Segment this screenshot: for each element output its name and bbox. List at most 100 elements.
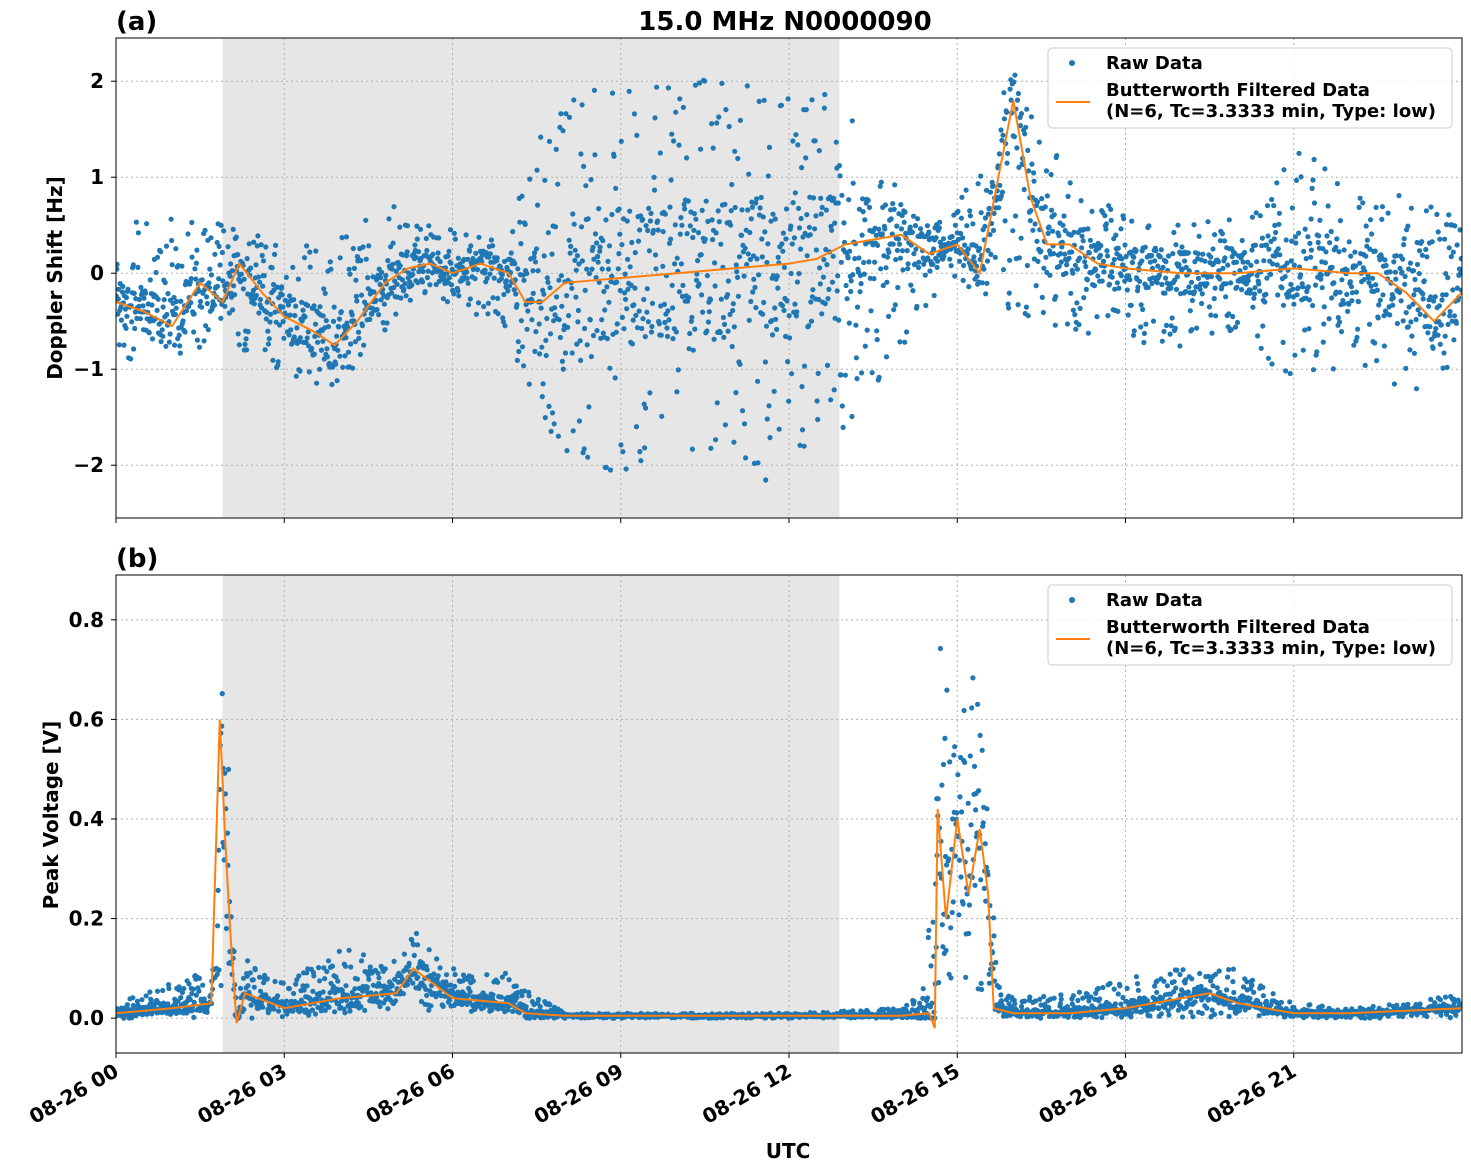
raw-data-point — [609, 90, 616, 96]
raw-data-point — [1005, 150, 1011, 157]
raw-data-point — [696, 281, 702, 287]
raw-data-point — [1158, 247, 1164, 253]
raw-data-point — [765, 173, 771, 179]
y-axis-label-a: Doppler Shift [Hz] — [43, 176, 67, 380]
raw-data-point — [524, 326, 530, 332]
raw-data-point — [606, 243, 613, 249]
raw-data-point — [725, 328, 731, 334]
raw-data-point — [1216, 268, 1222, 274]
y-tick-label-a: 1 — [90, 165, 104, 189]
raw-data-point — [1325, 203, 1331, 209]
raw-data-point — [1010, 228, 1016, 234]
raw-data-point — [1362, 362, 1368, 368]
raw-data-point — [1139, 258, 1145, 264]
raw-data-point — [714, 120, 720, 126]
raw-data-point — [1118, 226, 1124, 232]
raw-data-point — [613, 329, 619, 335]
raw-data-point — [196, 344, 203, 350]
raw-data-point — [128, 356, 134, 362]
raw-data-point — [464, 269, 470, 275]
raw-data-point — [191, 329, 197, 335]
raw-data-point — [869, 370, 875, 376]
raw-data-point — [1254, 259, 1260, 265]
raw-data-point — [1041, 265, 1047, 271]
raw-data-point — [866, 204, 873, 210]
raw-data-point — [966, 902, 973, 908]
raw-data-point — [294, 325, 300, 331]
raw-data-point — [897, 339, 903, 345]
raw-data-point — [809, 97, 815, 103]
raw-data-point — [1028, 114, 1034, 120]
raw-data-point — [578, 357, 584, 363]
raw-data-point — [546, 138, 553, 144]
raw-data-point — [270, 281, 277, 288]
raw-data-point — [411, 942, 417, 948]
raw-data-point — [616, 206, 622, 212]
raw-data-point — [983, 898, 989, 904]
raw-data-point — [1280, 302, 1287, 308]
raw-data-point — [1079, 233, 1085, 239]
raw-data-point — [1345, 308, 1351, 314]
raw-data-point — [502, 323, 508, 329]
raw-data-point — [1397, 289, 1403, 295]
raw-data-point — [173, 305, 179, 311]
raw-data-point — [1036, 139, 1042, 145]
raw-data-point — [375, 970, 381, 976]
raw-data-point — [1023, 304, 1029, 310]
raw-data-point — [1321, 321, 1327, 327]
raw-data-point — [716, 219, 722, 225]
raw-data-point — [296, 973, 302, 979]
raw-data-point — [878, 179, 884, 185]
raw-data-point — [933, 235, 939, 241]
raw-data-point — [587, 317, 593, 323]
raw-data-point — [263, 992, 269, 998]
raw-data-point — [1436, 303, 1442, 309]
raw-data-point — [790, 200, 796, 206]
raw-data-point — [1183, 264, 1189, 270]
raw-data-point — [339, 998, 345, 1004]
raw-data-point — [160, 333, 166, 339]
raw-data-point — [1252, 285, 1258, 291]
raw-data-point — [1021, 186, 1027, 193]
raw-data-point — [710, 237, 716, 243]
raw-data-point — [671, 138, 677, 144]
raw-data-point — [215, 923, 221, 929]
raw-data-point — [264, 976, 270, 982]
raw-data-point — [288, 327, 294, 333]
raw-data-point — [1048, 171, 1054, 178]
raw-data-point — [250, 287, 256, 293]
raw-data-point — [1385, 210, 1391, 216]
raw-data-point — [414, 223, 420, 229]
raw-data-point — [552, 305, 558, 311]
raw-data-point — [1435, 229, 1441, 235]
raw-data-point — [287, 312, 293, 318]
raw-data-point — [1257, 1001, 1263, 1007]
raw-data-point — [192, 266, 198, 272]
raw-data-point — [940, 761, 947, 768]
raw-data-point — [560, 366, 566, 372]
raw-data-point — [183, 308, 190, 314]
raw-data-point — [540, 287, 546, 293]
raw-data-point — [1099, 1014, 1105, 1021]
raw-data-point — [1226, 311, 1232, 317]
raw-data-point — [1014, 97, 1021, 103]
raw-data-point — [947, 256, 953, 262]
raw-data-point — [1026, 168, 1032, 174]
raw-data-point — [680, 104, 687, 110]
raw-data-point — [1360, 200, 1366, 206]
raw-data-point — [694, 271, 700, 277]
raw-data-point — [1433, 326, 1439, 332]
raw-data-point — [815, 370, 821, 376]
raw-data-point — [187, 279, 193, 286]
raw-data-point — [178, 995, 184, 1001]
raw-data-point — [854, 304, 861, 310]
raw-data-point — [279, 1014, 285, 1020]
raw-data-point — [519, 344, 526, 350]
raw-data-point — [1447, 313, 1453, 319]
raw-data-point — [686, 346, 692, 352]
raw-data-point — [1393, 253, 1399, 259]
raw-data-point — [706, 309, 712, 315]
raw-data-point — [1175, 222, 1181, 228]
raw-data-point — [745, 207, 751, 213]
raw-data-point — [1446, 245, 1452, 251]
